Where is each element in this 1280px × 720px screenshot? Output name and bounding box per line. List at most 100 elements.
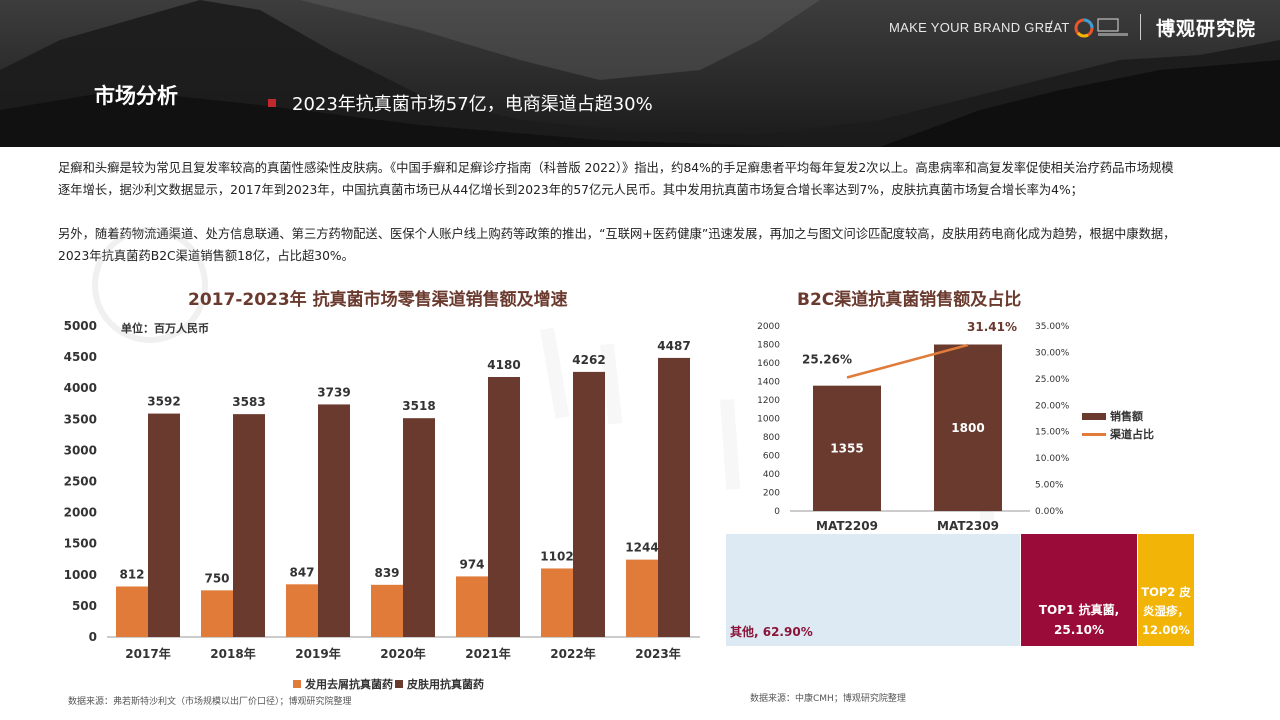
legend-skin-label: 皮肤用抗真菌药 <box>407 678 484 691</box>
b2c-y-tick-4: 800 <box>763 433 780 443</box>
legend-sales-label: 销售额 <box>1110 410 1143 423</box>
treemap-label-top1-line2: 25.10% <box>1054 623 1104 637</box>
b2c-y2-tick-4: 20.00% <box>1035 401 1070 411</box>
b2c-y2-tick-2: 10.00% <box>1035 454 1070 464</box>
brand-name: 博观研究院 <box>1156 18 1257 40</box>
header-banner: MAKE YOUR BRAND GREAT / 博观研究院 市场分析 2023年… <box>0 0 1280 147</box>
channel-paragraph: 另外，随着药物流通渠道、处方信息联通、第三方药物配送、医保个人账户线上购药等政策… <box>58 227 1176 263</box>
b2c-share-polyline <box>846 343 969 379</box>
retail-bar-skin-2 <box>318 404 350 637</box>
b2c-source-note: 数据来源：中康CMH；博观研究院整理 <box>750 694 906 704</box>
retail-bar-skin-3 <box>403 418 435 637</box>
retail-bar-skin-4 <box>488 377 520 637</box>
retail-x-label-3: 2020年 <box>380 646 425 661</box>
retail-bar-label-skin-2: 3739 <box>317 385 350 399</box>
treemap-cell-other: 其他, 62.90% <box>726 534 1020 646</box>
treemap-cell-top2: TOP2 皮 炎湿疹， 12.00% <box>1138 534 1194 646</box>
treemap-label-top1: TOP1 抗真菌, 25.10% <box>1021 600 1137 640</box>
retail-bar-label-hair-3: 839 <box>374 566 399 580</box>
legend-skin-swatch <box>395 680 403 688</box>
b2c-y-tick-9: 1800 <box>757 341 780 351</box>
retail-y-axis: 0 500 1000 1500 2000 2500 3000 3500 4000 4500 5000 <box>64 319 97 644</box>
legend-sales-swatch <box>1082 412 1106 420</box>
retail-bar-hair-4 <box>456 576 488 637</box>
intro-paragraph: 足癣和头癣是较为常见且复发率较高的真菌性感染性皮肤病。《中国手癣和足癣诊疗指南（… <box>58 161 1174 197</box>
b2c-y2-axis: 0.00% 5.00% 10.00% 15.00% 20.00% 25.00% 30.00%… <box>1035 322 1070 517</box>
treemap-label-top2-line3: 12.00% <box>1142 623 1190 637</box>
retail-source-note: 数据来源：弗若斯特沙利文（市场规模以出厂价口径）；博观研究院整理 <box>68 697 352 707</box>
retail-y-tick-10: 5000 <box>64 319 97 333</box>
retail-y-tick-5: 2500 <box>64 475 97 489</box>
retail-bar-label-hair-6: 1244 <box>625 541 658 555</box>
b2c-y-tick-1: 200 <box>763 489 780 499</box>
retail-bar-hair-1 <box>201 590 233 637</box>
retail-bars: 812 3592 750 3583 847 3739 839 3518 974 4180 1102 4… <box>116 339 691 637</box>
legend-share-swatch <box>1082 432 1106 436</box>
b2c-y-tick-2: 400 <box>763 470 780 480</box>
retail-bar-label-hair-2: 847 <box>289 565 314 579</box>
legend-hair: 发用去屑抗真菌药 <box>293 676 393 692</box>
retail-x-label-4: 2021年 <box>465 646 510 661</box>
brand-separator: / <box>1048 19 1053 35</box>
retail-bar-skin-1 <box>233 414 265 637</box>
b2c-y-tick-3: 600 <box>763 452 780 462</box>
b2c-y2-tick-1: 5.00% <box>1035 481 1064 491</box>
retail-bar-label-hair-5: 1102 <box>540 549 573 563</box>
headline: 2023年抗真菌市场57亿，电商渠道占超30% <box>292 94 653 115</box>
retail-bar-label-hair-0: 812 <box>119 567 144 581</box>
retail-bar-skin-0 <box>148 413 180 637</box>
retail-y-tick-1: 500 <box>72 599 97 613</box>
b2c-y-tick-7: 1400 <box>757 378 780 388</box>
retail-x-label-5: 2022年 <box>550 646 595 661</box>
b2c-x-labels: MAT2209 MAT2309 <box>816 519 999 533</box>
b2c-y2-tick-0: 0.00% <box>1035 507 1064 517</box>
retail-x-label-2: 2019年 <box>295 646 340 661</box>
b2c-share-label-1: 31.41% <box>967 320 1017 334</box>
retail-bar-skin-6 <box>658 357 690 637</box>
b2c-bar-0 <box>813 385 881 511</box>
retail-bar-label-hair-4: 974 <box>459 557 484 571</box>
b2c-bars: 1355 1800 <box>813 344 1002 511</box>
brand-logo <box>1074 18 1128 38</box>
b2c-y-tick-6: 1200 <box>757 396 780 406</box>
retail-y-tick-0: 0 <box>89 630 97 644</box>
b2c-chart-title: B2C渠道抗真菌销售额及占比 <box>797 290 1022 310</box>
b2c-share-line: 25.26% 31.41% <box>802 320 1017 379</box>
b2c-y2-tick-7: 35.00% <box>1035 322 1070 332</box>
b2c-x-label-0: MAT2209 <box>816 519 878 533</box>
mountain-background <box>0 0 1280 147</box>
retail-y-tick-4: 2000 <box>64 506 97 520</box>
b2c-y-axis: 0 200 400 600 800 1000 1200 1400 1600 1800 2000 <box>757 322 780 517</box>
b2c-y-tick-5: 1000 <box>757 415 780 425</box>
brand-slogan: MAKE YOUR BRAND GREAT <box>889 20 1070 35</box>
retail-bar-label-skin-3: 3518 <box>402 399 435 413</box>
retail-bar-label-skin-1: 3583 <box>232 395 265 409</box>
legend-share: 渠道占比 <box>1082 426 1154 442</box>
b2c-share-label-0: 25.26% <box>802 352 852 366</box>
treemap-cell-top1: TOP1 抗真菌, 25.10% <box>1021 534 1137 646</box>
retail-x-label-0: 2017年 <box>125 646 170 661</box>
b2c-bar-label-0: 1355 <box>830 441 863 455</box>
retail-bar-label-skin-5: 4262 <box>572 353 605 367</box>
retail-y-tick-6: 3000 <box>64 443 97 457</box>
retail-x-label-1: 2018年 <box>210 646 255 661</box>
treemap-label-top2-line2: 炎湿疹， <box>1143 604 1189 618</box>
headline-marker <box>268 99 276 107</box>
retail-x-labels: 2017年 2018年 2019年 2020年 2021年 2022年 2023年 <box>125 646 680 661</box>
treemap-label-top2-line1: TOP2 皮 <box>1141 585 1191 599</box>
brand-divider <box>1140 14 1141 40</box>
retail-y-tick-2: 1000 <box>64 568 97 582</box>
retail-y-tick-8: 4000 <box>64 381 97 395</box>
retail-bar-label-skin-4: 4180 <box>487 358 520 372</box>
treemap-label-top2: TOP2 皮 炎湿疹， 12.00% <box>1138 583 1194 640</box>
b2c-bar-label-1: 1800 <box>951 421 984 435</box>
retail-bar-hair-6 <box>626 559 658 637</box>
retail-bar-skin-5 <box>573 371 605 637</box>
retail-y-tick-7: 3500 <box>64 412 97 426</box>
retail-x-label-6: 2023年 <box>635 646 680 661</box>
retail-chart-unit: 单位：百万人民币 <box>121 322 209 335</box>
section-title: 市场分析 <box>94 84 178 108</box>
retail-bar-hair-3 <box>371 584 403 637</box>
